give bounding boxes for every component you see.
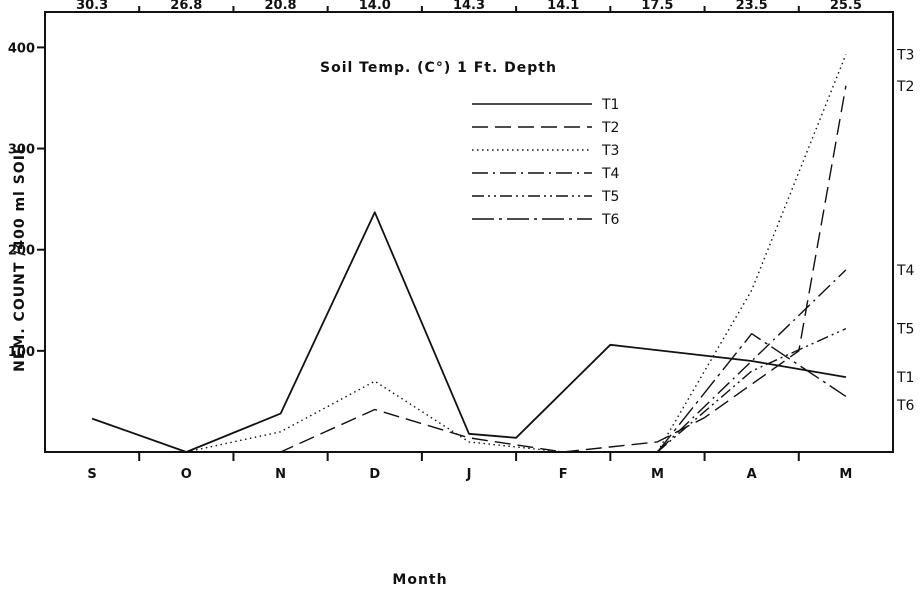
axis-ticks: S O N D J F M A M 30.3 26.8 20.8 14.0 14.3 14.1 17.5 23.… [8, 0, 862, 482]
legend: T1 T2 T3 T4 T5 T6 [472, 97, 620, 228]
temperature-label: 23.5 [736, 0, 768, 13]
legend-label-t3: T3 [601, 143, 619, 159]
y-tick-label: 400 [8, 41, 35, 56]
month-label: J [466, 467, 472, 482]
month-label: N [275, 467, 286, 482]
series-line-t3 [186, 54, 847, 453]
chart-title: Soil Temp. (C°) 1 Ft. Depth [320, 60, 557, 76]
month-label: S [87, 467, 96, 482]
legend-label-t2: T2 [601, 120, 619, 136]
month-label: A [747, 467, 757, 482]
series-line-t1 [91, 211, 847, 453]
temperature-label: 14.0 [359, 0, 391, 13]
y-tick-label: 200 [8, 244, 35, 259]
legend-label-t5: T5 [601, 189, 619, 205]
end-label-t4: T4 [896, 263, 915, 279]
series-line-t5 [656, 327, 847, 453]
month-label: O [181, 467, 192, 482]
temperature-label: 30.3 [76, 0, 108, 13]
plot-frame [44, 11, 894, 453]
legend-label-t6: T6 [601, 212, 620, 228]
end-label-t1: T1 [896, 370, 914, 386]
series-line-t4 [656, 269, 847, 453]
end-label-t3: T3 [896, 47, 914, 63]
y-axis-label: NEM. COUNT /400 ml SOIL [12, 144, 28, 372]
month-label: D [369, 467, 380, 482]
temperature-label: 26.8 [170, 0, 202, 13]
temperature-label: 14.3 [453, 0, 485, 13]
temperature-label: 20.8 [265, 0, 297, 13]
temperature-label: 14.1 [547, 0, 579, 13]
series-line-t6 [656, 333, 847, 453]
end-label-t5: T5 [896, 322, 914, 338]
temperature-label: 25.5 [830, 0, 862, 13]
series-line-t2 [186, 85, 847, 453]
series-end-labels: T3 T2 T4 T5 T1 T6 [896, 47, 915, 414]
month-label: M [651, 467, 664, 482]
end-label-t6: T6 [896, 398, 915, 414]
month-label: F [559, 467, 568, 482]
temperature-label: 17.5 [641, 0, 673, 13]
series-lines [91, 54, 847, 453]
y-tick-label: 300 [8, 143, 35, 158]
y-tick-label: 100 [8, 345, 35, 360]
end-label-t2: T2 [896, 79, 914, 95]
x-axis-label: Month [392, 572, 447, 588]
legend-label-t4: T4 [601, 166, 620, 182]
legend-label-t1: T1 [601, 97, 619, 113]
month-label: M [839, 467, 852, 482]
